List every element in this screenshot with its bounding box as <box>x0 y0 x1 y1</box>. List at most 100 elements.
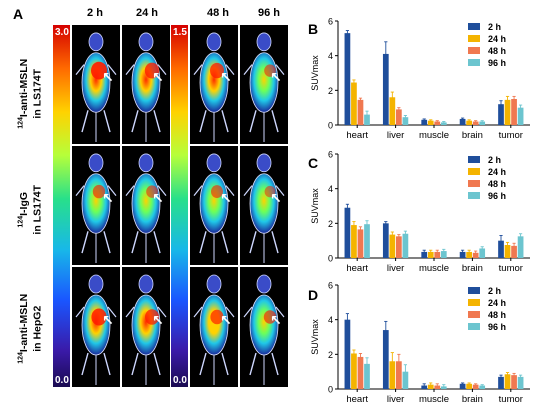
pet-image: ↖ <box>190 146 238 265</box>
panel-a-letter: A <box>13 6 24 22</box>
bar <box>440 122 447 125</box>
bar <box>421 251 428 258</box>
bar <box>466 251 472 258</box>
bar <box>466 383 472 389</box>
bar <box>517 376 524 389</box>
bar <box>421 119 428 125</box>
tumor-arrow-icon: ↖ <box>152 312 164 329</box>
bar <box>440 251 447 258</box>
x-tick-label: brain <box>462 263 483 274</box>
y-tick-label: 2 <box>328 219 333 229</box>
pet-image: ↖ <box>122 267 170 387</box>
y-axis-label: SUVmax <box>310 188 320 224</box>
pet-image: ↖ <box>122 25 170 144</box>
bar <box>382 223 389 258</box>
legend-label: 48 h <box>488 310 506 320</box>
legend-swatch <box>468 299 480 306</box>
y-tick-label: 2 <box>328 86 333 96</box>
bar <box>389 361 396 389</box>
bar <box>402 371 409 389</box>
legend-swatch <box>468 168 480 175</box>
bar <box>479 121 486 125</box>
tumor-arrow-icon: ↖ <box>220 191 232 208</box>
y-tick-label: 4 <box>328 184 333 194</box>
tumor-arrow-icon: ↖ <box>270 312 282 329</box>
bar <box>344 33 351 126</box>
bar <box>479 248 486 258</box>
bar <box>382 53 389 125</box>
x-tick-label: liver <box>387 263 404 274</box>
bar <box>402 233 409 258</box>
y-tick-label: 0 <box>328 385 333 395</box>
legend-swatch <box>468 192 480 199</box>
tumor-arrow-icon: ↖ <box>152 70 164 87</box>
legend-label: 48 h <box>488 179 506 189</box>
bar <box>459 383 466 389</box>
bar <box>434 251 441 258</box>
bar <box>427 120 434 125</box>
bar <box>396 361 402 389</box>
legend-swatch <box>468 47 480 54</box>
legend-label: 24 h <box>488 298 506 308</box>
bar <box>472 121 479 125</box>
panel-letter: B <box>308 21 318 37</box>
pet-image: ↖ <box>240 146 288 265</box>
x-tick-label: brain <box>462 130 483 141</box>
tumor-arrow-icon: ↖ <box>152 191 164 208</box>
scale-max-label: 3.0 <box>55 27 69 38</box>
bar <box>504 245 511 258</box>
pet-image: ↖ <box>190 267 238 387</box>
y-axis-label: SUVmax <box>310 55 320 91</box>
bar <box>382 330 389 389</box>
timepoint-label: 2 h <box>87 7 103 19</box>
bar <box>396 109 402 125</box>
bar <box>511 99 517 125</box>
legend-label: 24 h <box>488 34 506 44</box>
y-tick-label: 4 <box>328 51 333 61</box>
y-tick-label: 6 <box>328 150 333 160</box>
x-tick-label: heart <box>346 130 368 141</box>
panel-letter: C <box>308 155 318 171</box>
tumor-arrow-icon: ↖ <box>220 70 232 87</box>
legend-label: 2 h <box>488 286 501 296</box>
y-tick-label: 2 <box>328 350 333 360</box>
x-tick-label: muscle <box>419 130 449 141</box>
x-tick-label: liver <box>387 130 404 141</box>
pet-image: ↖ <box>72 267 120 387</box>
bar <box>357 356 364 389</box>
x-tick-label: tumor <box>499 130 523 141</box>
legend-swatch <box>468 180 480 187</box>
bar <box>517 236 524 258</box>
timepoint-label: 24 h <box>135 7 158 19</box>
bar <box>427 384 434 389</box>
legend-swatch <box>468 311 480 318</box>
bar <box>364 363 370 389</box>
bar <box>511 245 517 258</box>
bar <box>351 353 357 389</box>
y-axis-label: SUVmax <box>310 319 320 355</box>
timepoint-label: 96 h <box>257 7 280 19</box>
bar <box>498 104 504 125</box>
bar <box>511 375 517 389</box>
x-tick-label: heart <box>346 394 368 405</box>
bar <box>351 225 357 258</box>
bar <box>344 319 351 389</box>
bar <box>504 99 511 125</box>
bar <box>498 240 504 258</box>
bar <box>472 252 479 258</box>
x-tick-label: muscle <box>419 394 449 405</box>
x-tick-label: liver <box>387 394 404 405</box>
legend-label: 2 h <box>488 155 501 165</box>
pet-image: ↖ <box>122 146 170 265</box>
bar <box>472 384 479 389</box>
bar <box>364 224 370 258</box>
bar <box>427 251 434 258</box>
legend-swatch <box>468 59 480 66</box>
legend-label: 96 h <box>488 58 506 68</box>
legend-label: 96 h <box>488 322 506 332</box>
bar <box>357 99 364 125</box>
scale-max-label: 1.5 <box>173 27 187 38</box>
pet-image: ↖ <box>72 146 120 265</box>
tumor-arrow-icon: ↖ <box>102 312 114 329</box>
